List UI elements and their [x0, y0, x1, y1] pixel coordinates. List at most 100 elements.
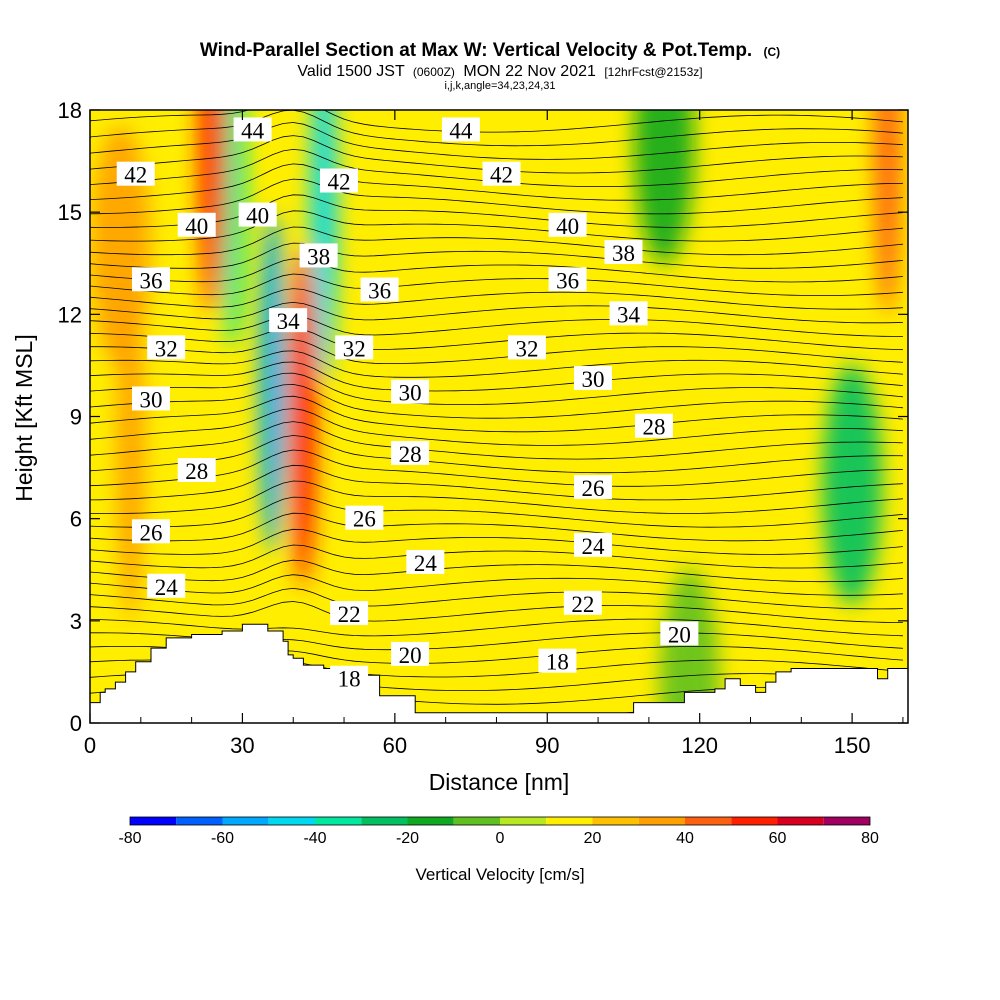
colorbar-swatch [268, 817, 315, 825]
theta-label: 44 [441, 117, 480, 143]
x-tick-label: 120 [681, 733, 718, 758]
colorbar-swatch [176, 817, 223, 825]
colorbar-swatch [453, 817, 500, 825]
theta-label: 30 [391, 379, 430, 406]
w-feature-12 [659, 568, 720, 723]
title-mark: (C) [764, 45, 781, 59]
theta-label: 26 [573, 475, 612, 501]
subtitle-date: MON 22 Nov 2021 [463, 63, 596, 80]
theta-contour-line [90, 435, 903, 474]
theta-contour-line [90, 574, 903, 596]
theta-contour-line [90, 361, 903, 392]
colorbar-swatch [407, 817, 454, 825]
theta-contour-line [90, 421, 903, 460]
theta-label: 26 [131, 519, 170, 545]
theta-contour-line [90, 587, 903, 610]
theta-label: 28 [177, 457, 216, 484]
theta-label-text: 40 [556, 214, 579, 239]
theta-label: 42 [319, 168, 358, 195]
y-tick-label: 18 [58, 98, 82, 123]
theta-label: 34 [609, 301, 648, 327]
theta-label-text: 40 [246, 204, 269, 229]
theta-label-text: 32 [515, 336, 538, 361]
theta-contour-line [90, 395, 903, 433]
theta-label: 42 [482, 161, 521, 188]
theta-label-text: 26 [581, 476, 604, 501]
colorbar-tick-label: 0 [496, 830, 505, 847]
colorbar-tick-label: 20 [584, 830, 602, 847]
colorbar-tick-label: 60 [769, 830, 787, 847]
theta-contour-line [90, 601, 903, 623]
theta-label-text: 34 [617, 302, 641, 327]
colorbar-swatch [546, 817, 593, 825]
theta-label: 40 [238, 202, 277, 229]
theta-contour-line [90, 110, 903, 133]
y-tick-label: 9 [70, 405, 82, 430]
theta-contour-line [90, 372, 903, 406]
theta-label-text: 28 [185, 459, 208, 484]
theta-contour-line [90, 273, 903, 296]
subtitle-valid: Valid 1500 JST [297, 63, 405, 80]
plot-area: 44 44 42 42 42 40 40 40 38 38 36 36 36 34 34 32 32 32 30 30… [90, 110, 908, 723]
theta-label: 36 [131, 267, 170, 293]
subtitle-indices: i,j,k,angle=34,23,24,31 [444, 80, 555, 92]
theta-label-text: 26 [139, 520, 162, 545]
theta-label-text: 40 [185, 214, 208, 239]
y-tick-label: 15 [58, 200, 82, 225]
theta-label-text: 24 [414, 551, 438, 576]
theta-label: 32 [147, 335, 186, 361]
theta-label-text: 42 [327, 170, 350, 195]
colorbar-tick-label: -80 [118, 830, 141, 847]
theta-label: 36 [360, 277, 399, 303]
theta-contour-line [90, 163, 903, 201]
w-feature-10 [425, 432, 486, 673]
theta-label-text: 24 [581, 534, 605, 559]
theta-label: 38 [299, 243, 338, 269]
theta-contour-line [90, 480, 903, 515]
theta-label: 42 [116, 161, 155, 188]
theta-label-text: 38 [612, 241, 635, 266]
theta-label-text: 38 [307, 244, 330, 269]
theta-label: 24 [573, 532, 612, 559]
subtitle-forecast: [12hrFcst@2153z] [604, 65, 702, 79]
theta-contour-line [90, 242, 903, 269]
theta-label-text: 22 [571, 592, 594, 617]
theta-label: 30 [573, 366, 612, 392]
colorbar-swatch [130, 817, 177, 825]
theta-contour-line [90, 178, 903, 215]
colorbar-swatch [685, 817, 732, 825]
theta-contour-line [90, 258, 903, 283]
colorbar-ticks: -80 -60 -40 -20 0 20 40 60 80 [118, 830, 879, 847]
colorbar-tick-label: -40 [303, 830, 326, 847]
theta-label: 18 [330, 665, 369, 692]
theta-label: 18 [538, 648, 577, 675]
theta-contour-line [90, 194, 903, 228]
colorbar-swatch [638, 817, 685, 825]
theta-label: 28 [634, 413, 673, 440]
colorbar-frame [129, 816, 871, 826]
theta-label-text: 34 [277, 309, 301, 334]
x-tick-label: 150 [834, 733, 871, 758]
theta-label-text: 32 [343, 336, 366, 361]
theta-label-text: 20 [399, 643, 422, 668]
theta-label-text: 30 [399, 381, 422, 406]
theta-label: 28 [391, 440, 430, 467]
theta-label-text: 30 [139, 387, 162, 412]
theta-contour-line [90, 408, 903, 446]
colorbar-swatch [823, 817, 870, 825]
theta-label-text: 44 [449, 118, 473, 143]
theta-contour-line [90, 226, 903, 256]
theta-label: 24 [147, 573, 186, 600]
theta-label: 44 [233, 117, 272, 143]
x-tick-label: 0 [84, 733, 96, 758]
theta-label: 22 [563, 590, 602, 617]
chart-title: Wind-Parallel Section at Max W: Vertical… [200, 40, 752, 61]
x-tick-label: 60 [383, 733, 407, 758]
y-tick-label: 0 [70, 711, 82, 736]
theta-label: 20 [391, 641, 430, 668]
theta-label: 26 [345, 505, 384, 532]
theta-contour-line [90, 544, 903, 569]
w-feature-0 [258, 212, 287, 553]
theta-contour-line [90, 449, 903, 487]
